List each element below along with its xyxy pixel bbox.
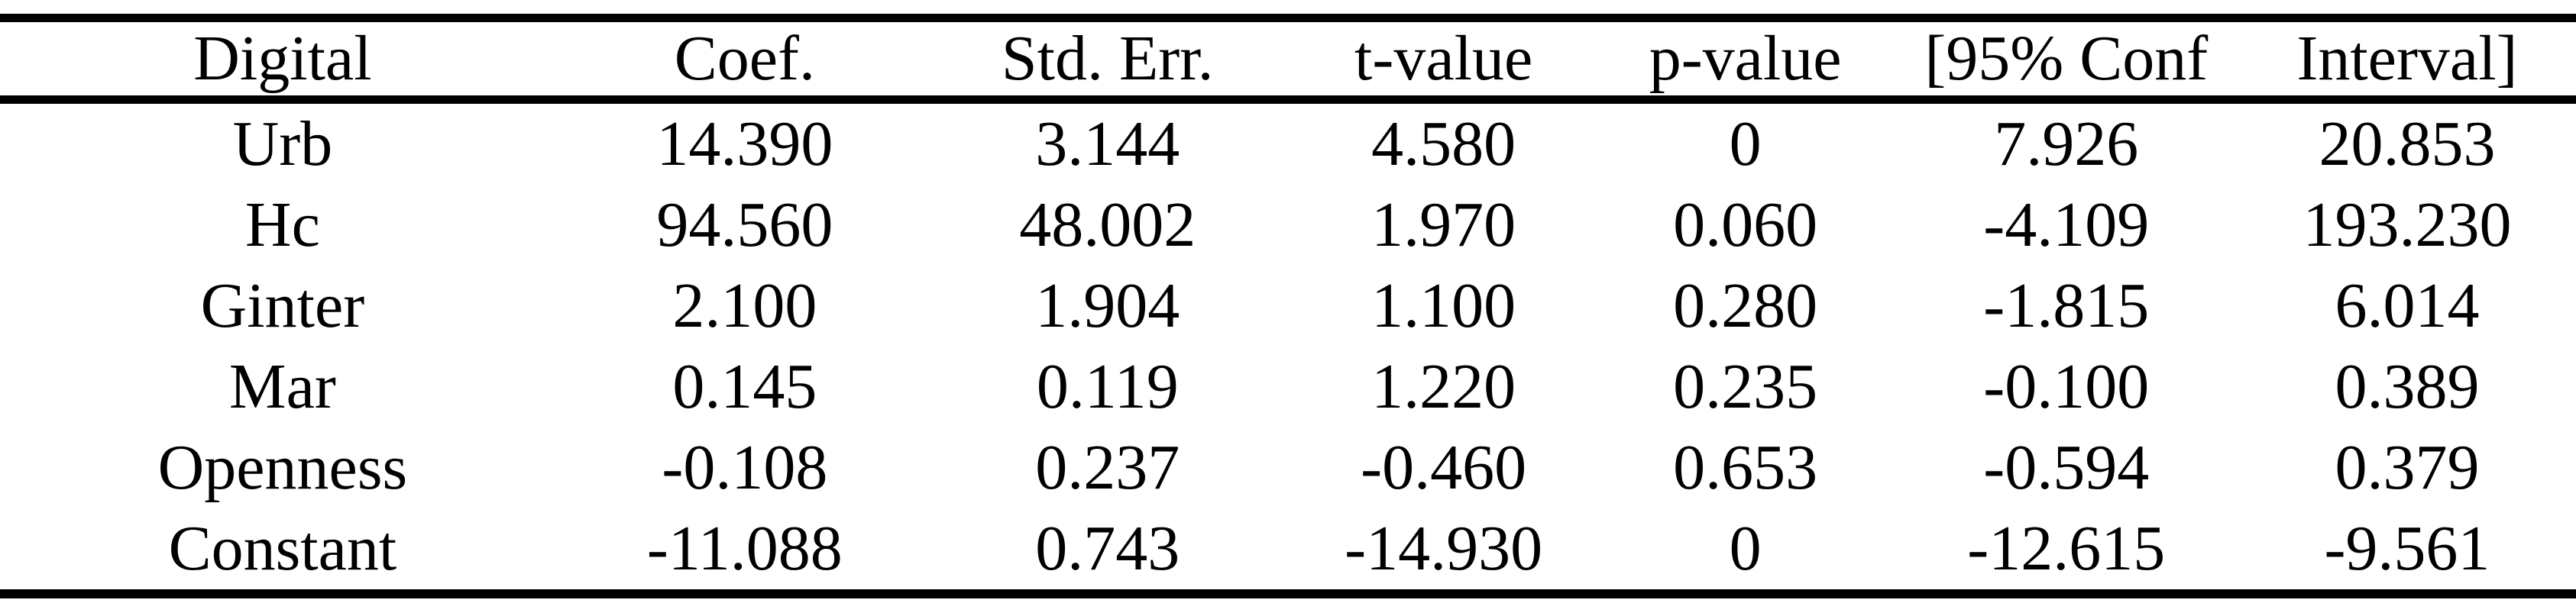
table-header: Digital Coef. Std. Err. t-value p-value … <box>0 18 2576 104</box>
column-header-t-value: t-value <box>1290 18 1597 104</box>
column-header-std-err: Std. Err. <box>924 18 1291 104</box>
value-cell: 193.230 <box>2303 189 2512 260</box>
regression-results-table: Digital Coef. Std. Err. t-value p-value … <box>0 14 2576 598</box>
value-cell: 0.743 <box>1035 513 1180 584</box>
value-cell: 20.853 <box>2319 108 2496 179</box>
table-row: Openness -0.108 0.237 -0.460 0.653 -0.594 0.37… <box>0 427 2576 508</box>
value-cell: 1.904 <box>1035 270 1180 341</box>
value-cell: -12.615 <box>1967 513 2166 584</box>
row-label-cell: Urb <box>232 108 333 179</box>
table-row: Constant -11.088 0.743 -14.930 0 -12.615 -9.56… <box>0 508 2576 594</box>
value-cell: 0.145 <box>672 351 817 422</box>
value-cell: 0.060 <box>1673 189 1818 260</box>
table-row: Mar 0.145 0.119 1.220 0.235 -0.100 0.389 <box>0 347 2576 427</box>
table-row: Urb 14.390 3.144 4.580 0 7.926 20.853 <box>0 100 2576 185</box>
value-cell: 1.970 <box>1371 189 1516 260</box>
value-cell: -9.561 <box>2324 513 2490 584</box>
row-label-cell: Ginter <box>200 270 365 341</box>
value-cell: -11.088 <box>646 513 843 584</box>
value-cell: -0.460 <box>1361 432 1527 503</box>
column-header-p-value: p-value <box>1596 18 1895 104</box>
column-header-conf-low: [95% Conf <box>1894 18 2238 104</box>
value-cell: 14.390 <box>656 108 833 179</box>
value-cell: 0 <box>1729 513 1762 584</box>
value-cell: 0.237 <box>1035 432 1180 503</box>
value-cell: -0.108 <box>662 432 828 503</box>
table-body: Urb 14.390 3.144 4.580 0 7.926 20.853 Hc 94.560 4… <box>0 100 2576 595</box>
row-label-cell: Openness <box>157 432 408 503</box>
column-header-coef: Coef. <box>565 18 924 104</box>
value-cell: 3.144 <box>1035 108 1180 179</box>
column-header-digital: Digital <box>0 18 565 104</box>
value-cell: 4.580 <box>1371 108 1516 179</box>
value-cell: 6.014 <box>2335 270 2480 341</box>
value-cell: -0.100 <box>1983 351 2150 422</box>
value-cell: -4.109 <box>1983 189 2150 260</box>
document-page: Digital Coef. Std. Err. t-value p-value … <box>0 14 2576 616</box>
value-cell: 0.379 <box>2335 432 2480 503</box>
row-label-cell: Mar <box>228 351 336 422</box>
value-cell: 0.280 <box>1673 270 1818 341</box>
row-label-cell: Hc <box>244 189 320 260</box>
value-cell: 0.389 <box>2335 351 2480 422</box>
value-cell: 0.653 <box>1673 432 1818 503</box>
value-cell: 48.002 <box>1019 189 1196 260</box>
value-cell: 2.100 <box>672 270 817 341</box>
header-row: Digital Coef. Std. Err. t-value p-value … <box>0 18 2576 104</box>
value-cell: -1.815 <box>1983 270 2150 341</box>
value-cell: 0.235 <box>1673 351 1818 422</box>
table-row: Hc 94.560 48.002 1.970 0.060 -4.109 193.230 <box>0 185 2576 266</box>
value-cell: 94.560 <box>656 189 833 260</box>
value-cell: 0 <box>1729 108 1762 179</box>
value-cell: 1.220 <box>1371 351 1516 422</box>
value-cell: 0.119 <box>1036 351 1179 422</box>
value-cell: -0.594 <box>1983 432 2150 503</box>
value-cell: 7.926 <box>1994 108 2139 179</box>
value-cell: 1.100 <box>1371 270 1516 341</box>
table-row: Ginter 2.100 1.904 1.100 0.280 -1.815 6.014 <box>0 266 2576 347</box>
column-header-conf-high: Interval] <box>2238 18 2576 104</box>
value-cell: -14.930 <box>1345 513 1543 584</box>
row-label-cell: Constant <box>168 513 397 584</box>
